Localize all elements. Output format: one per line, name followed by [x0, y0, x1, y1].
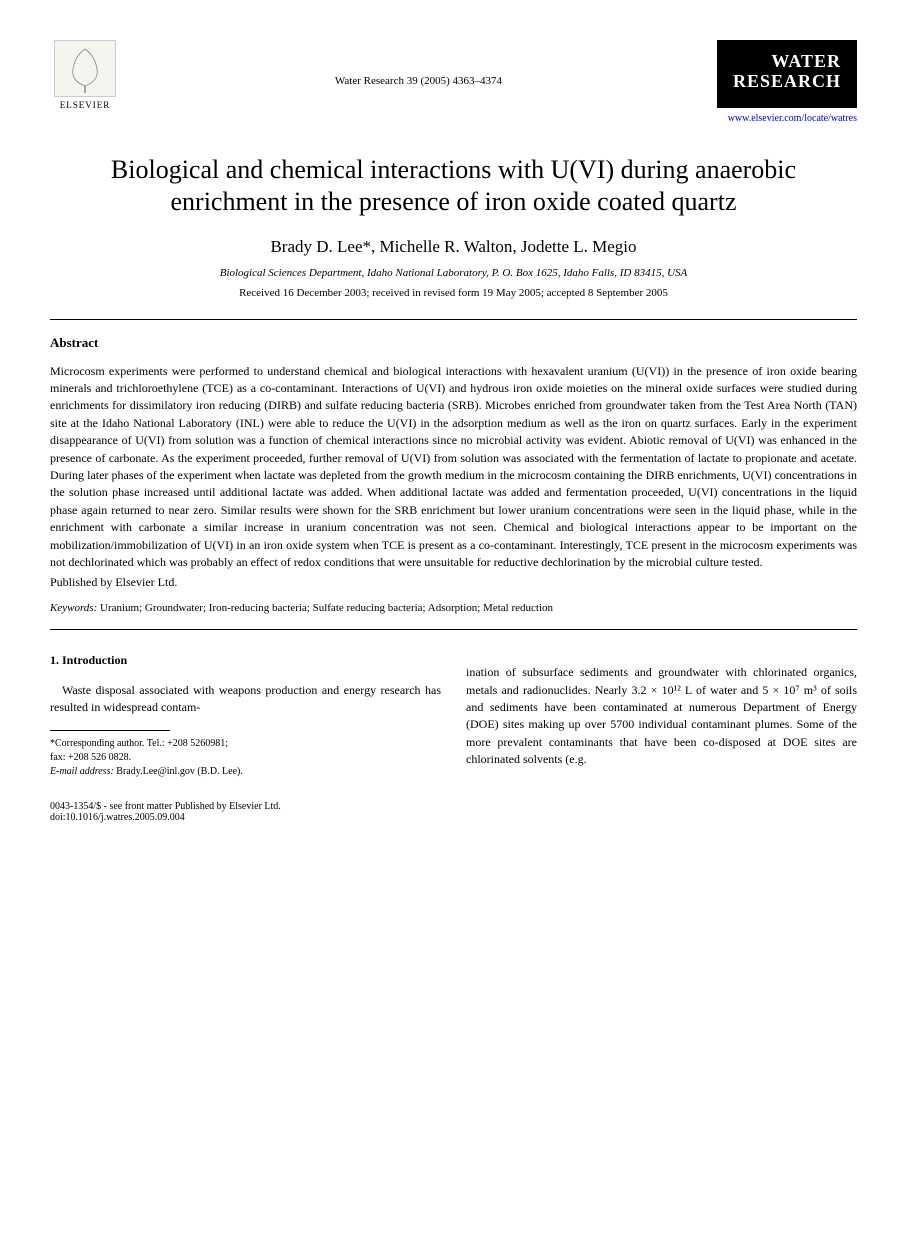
footnote-email-label: E-mail address: — [50, 766, 114, 777]
journal-url[interactable]: www.elsevier.com/locate/watres — [717, 113, 857, 124]
journal-title-box: WATER RESEARCH — [717, 40, 857, 108]
keywords-text: Uranium; Groundwater; Iron-reducing bact… — [97, 602, 553, 614]
section-heading-intro: 1. Introduction — [50, 652, 441, 669]
publisher-logo: ELSEVIER — [50, 40, 120, 120]
intro-col1-text: Waste disposal associated with weapons p… — [50, 682, 441, 717]
journal-logo-line2: RESEARCH — [733, 72, 841, 92]
journal-logo-line1: WATER — [733, 52, 841, 72]
footnote-corresponding: *Corresponding author. Tel.: +208 526098… — [50, 737, 441, 751]
footer-doi: doi:10.1016/j.watres.2005.09.004 — [50, 812, 857, 823]
footnote-separator — [50, 730, 170, 731]
publisher-name: ELSEVIER — [60, 100, 111, 110]
header-row: ELSEVIER Water Research 39 (2005) 4363–4… — [50, 40, 857, 124]
keywords-label: Keywords: — [50, 602, 97, 614]
rule-bottom — [50, 629, 857, 630]
authors: Brady D. Lee*, Michelle R. Walton, Jodet… — [50, 237, 857, 257]
journal-logo-block: WATER RESEARCH www.elsevier.com/locate/w… — [717, 40, 857, 124]
intro-col2-text: ination of subsurface sediments and grou… — [466, 664, 857, 768]
published-line: Published by Elsevier Ltd. — [50, 575, 857, 590]
footnote-email-line: E-mail address: Brady.Lee@inl.gov (B.D. … — [50, 765, 441, 779]
article-title: Biological and chemical interactions wit… — [90, 154, 817, 219]
footnote-block: *Corresponding author. Tel.: +208 526098… — [50, 737, 441, 779]
affiliation: Biological Sciences Department, Idaho Na… — [50, 267, 857, 279]
footer-copyright: 0043-1354/$ - see front matter Published… — [50, 801, 857, 812]
abstract-text: Microcosm experiments were performed to … — [50, 363, 857, 572]
abstract-heading: Abstract — [50, 335, 857, 351]
column-right: ination of subsurface sediments and grou… — [466, 652, 857, 780]
footer: 0043-1354/$ - see front matter Published… — [50, 801, 857, 823]
keywords-line: Keywords: Uranium; Groundwater; Iron-red… — [50, 602, 857, 614]
footnote-email: Brady.Lee@inl.gov (B.D. Lee). — [114, 766, 243, 777]
article-dates: Received 16 December 2003; received in r… — [50, 287, 857, 299]
body-columns: 1. Introduction Waste disposal associate… — [50, 652, 857, 780]
rule-top — [50, 319, 857, 320]
elsevier-tree-icon — [54, 40, 116, 97]
footnote-fax: fax: +208 526 0828. — [50, 751, 441, 765]
column-left: 1. Introduction Waste disposal associate… — [50, 652, 441, 780]
journal-reference: Water Research 39 (2005) 4363–4374 — [120, 40, 717, 87]
